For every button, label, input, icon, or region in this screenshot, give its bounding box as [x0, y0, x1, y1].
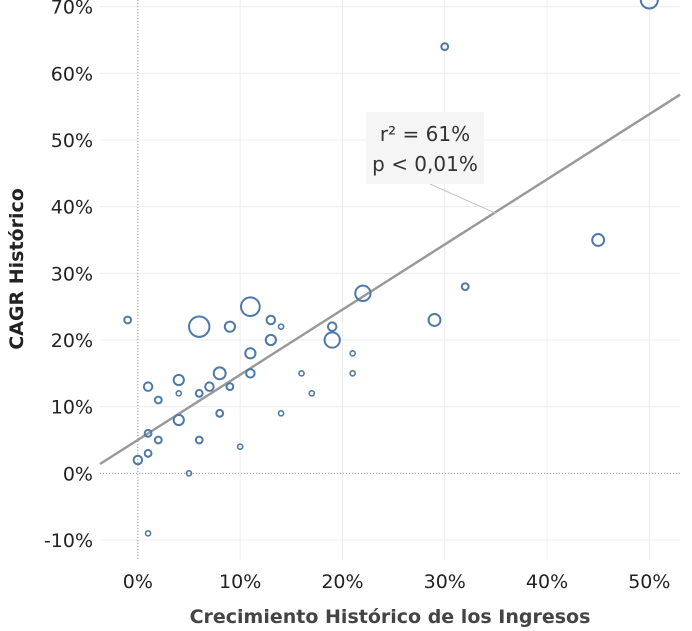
- annotation-line-p: p < 0,01%: [372, 152, 478, 176]
- zero-reference-lines: [100, 0, 680, 560]
- data-point: [639, 0, 659, 10]
- data-point: [440, 42, 450, 52]
- data-point: [123, 315, 133, 325]
- data-point: [264, 333, 277, 347]
- x-tick-label: 20%: [321, 571, 363, 593]
- data-point: [223, 320, 237, 333]
- data-point: [132, 454, 144, 466]
- annotation-background: [366, 112, 484, 184]
- data-point: [194, 388, 204, 398]
- x-axis-ticks: 0% 10% 20% 30% 40% 50%: [123, 571, 671, 593]
- data-point: [308, 389, 316, 397]
- data-point: [354, 284, 372, 302]
- data-point: [185, 469, 193, 477]
- data-point: [153, 395, 163, 405]
- data-point: [175, 389, 183, 397]
- data-point: [298, 369, 305, 377]
- data-point: [244, 347, 257, 360]
- data-point: [144, 529, 152, 537]
- data-point: [326, 321, 338, 332]
- data-point: [172, 373, 185, 387]
- y-tick-label: 0%: [63, 463, 93, 485]
- y-tick-label: 20%: [51, 330, 93, 352]
- data-point: [265, 314, 277, 326]
- data-point: [277, 323, 285, 331]
- data-point: [142, 381, 154, 392]
- y-tick-label: 40%: [51, 197, 93, 219]
- data-point: [215, 408, 225, 418]
- annotation-leader-line: [429, 183, 497, 214]
- data-point: [212, 366, 227, 381]
- data-point: [349, 369, 357, 377]
- data-point: [277, 409, 285, 417]
- data-point: [143, 448, 153, 458]
- x-tick-label: 40%: [526, 571, 568, 593]
- x-axis-label: Crecimiento Histórico de los Ingresos: [190, 606, 591, 628]
- trend-line: [99, 93, 681, 466]
- x-tick-label: 50%: [628, 571, 670, 593]
- x-tick-label: 0%: [123, 571, 153, 593]
- data-point: [225, 382, 235, 392]
- data-point: [188, 315, 211, 338]
- data-point: [427, 313, 442, 327]
- data-point: [194, 435, 204, 445]
- data-point: [153, 435, 163, 445]
- data-points: [123, 0, 659, 537]
- data-point: [172, 413, 185, 427]
- data-point: [460, 282, 470, 292]
- y-tick-label: 10%: [51, 397, 93, 419]
- data-point: [591, 233, 606, 247]
- annotation-line-r2: r² = 61%: [380, 122, 470, 146]
- y-tick-label: 50%: [51, 130, 93, 152]
- data-point: [349, 349, 357, 357]
- y-axis-label: CAGR Histórico: [6, 188, 28, 350]
- data-point: [240, 296, 261, 318]
- y-tick-label: -10%: [44, 530, 93, 552]
- grid-lines: [100, 0, 680, 560]
- data-point: [323, 331, 341, 349]
- x-tick-label: 10%: [219, 571, 261, 593]
- data-point: [204, 381, 215, 392]
- y-tick-label: 70%: [51, 0, 93, 19]
- data-point: [245, 368, 256, 379]
- y-tick-label: 30%: [51, 263, 93, 285]
- y-axis-ticks: -10% 0% 10% 20% 30% 40% 50% 60% 70%: [44, 0, 93, 552]
- y-tick-label: 60%: [51, 63, 93, 85]
- annotation-box: r² = 61% p < 0,01%: [366, 112, 484, 184]
- data-point: [236, 443, 244, 451]
- x-tick-label: 30%: [424, 571, 466, 593]
- data-point: [143, 428, 153, 438]
